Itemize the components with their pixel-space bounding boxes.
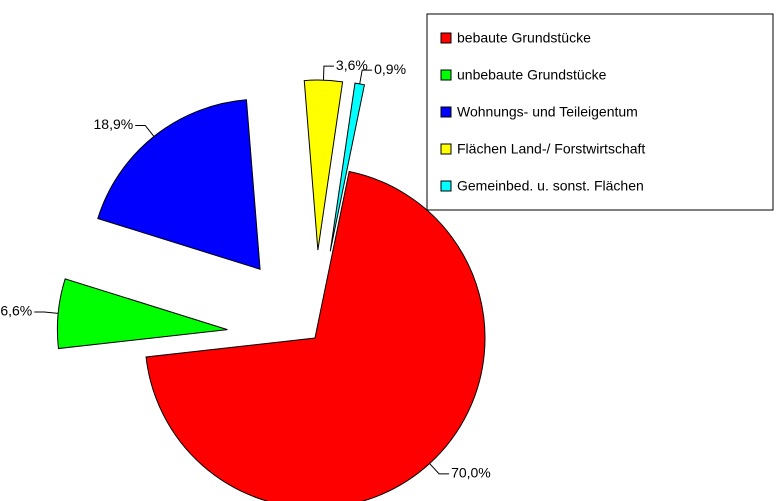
- data-label: 0,9%: [374, 61, 406, 77]
- pie-slice: [97, 99, 261, 270]
- legend-swatch: [440, 180, 452, 192]
- data-label: 70,0%: [451, 465, 491, 481]
- data-label: 18,9%: [94, 116, 134, 132]
- data-label: 3,6%: [336, 57, 368, 73]
- leader-line: [34, 311, 59, 314]
- data-label: 6,6%: [0, 303, 32, 319]
- leader-line: [359, 69, 373, 84]
- leader-line: [135, 124, 155, 137]
- legend-swatch: [440, 106, 452, 118]
- legend-box: [426, 13, 774, 211]
- legend-label: bebaute Grundstücke: [457, 30, 591, 46]
- leader-line: [322, 65, 334, 81]
- legend-swatch: [440, 32, 452, 44]
- legend-label: Flächen Land-/ Forstwirtschaft: [457, 141, 645, 157]
- legend-swatch: [440, 69, 452, 81]
- legend-swatch: [440, 143, 452, 155]
- legend-label: Wohnungs- und Teileigentum: [457, 104, 638, 120]
- legend-label: Gemeinbed. u. sonst. Flächen: [457, 178, 644, 194]
- leader-line: [429, 463, 450, 475]
- legend-label: unbebaute Grundstücke: [457, 67, 607, 83]
- pie-slice: [303, 79, 344, 251]
- pie-slice: [56, 278, 228, 350]
- pie-slice: [329, 82, 366, 252]
- pie-slice: [145, 170, 486, 501]
